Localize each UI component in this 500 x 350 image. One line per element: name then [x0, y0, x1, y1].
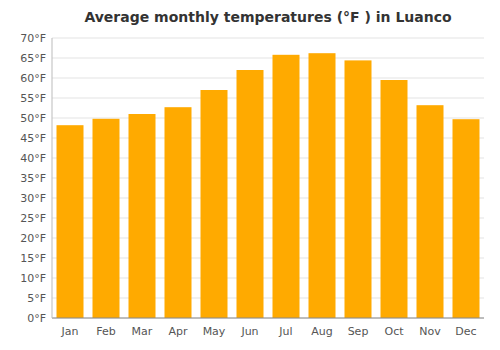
- bar: [381, 80, 408, 318]
- y-tick-label: 65°F: [20, 52, 46, 65]
- grid: [52, 38, 484, 318]
- y-tick-label: 10°F: [20, 272, 46, 285]
- x-tick-label: Aug: [311, 325, 332, 338]
- title: Average monthly temperatures (°F ) in Lu…: [84, 9, 452, 25]
- y-tick-label: 70°F: [20, 32, 46, 45]
- bar: [345, 60, 372, 318]
- x-tick-label: Jul: [278, 325, 292, 338]
- y-axis: 0°F 5°F 10°F 15°F 20°F 25°F 30°F 35°F 40°F 45°F 50…: [20, 32, 46, 325]
- x-tick-label: Jan: [61, 325, 79, 338]
- x-tick-label: Oct: [384, 325, 404, 338]
- y-axis-line: [52, 38, 53, 318]
- grid-line: [52, 98, 484, 99]
- grid-line: [52, 58, 484, 59]
- bar: [57, 125, 84, 318]
- x-tick-label: Jun: [240, 325, 258, 338]
- y-tick-label: 40°F: [20, 152, 46, 165]
- grid-line: [52, 78, 484, 79]
- y-tick-label: 50°F: [20, 112, 46, 125]
- bar: [165, 107, 192, 318]
- y-tick-label: 20°F: [20, 232, 46, 245]
- x-tick-label: Mar: [132, 325, 153, 338]
- bar: [273, 55, 300, 318]
- x-tick-label: Nov: [419, 325, 441, 338]
- x-axis-line: [52, 318, 484, 319]
- y-tick-label: 45°F: [20, 132, 46, 145]
- x-tick-label: May: [203, 325, 226, 338]
- y-tick-label: 15°F: [20, 252, 46, 265]
- x-tick-label: Sep: [348, 325, 369, 338]
- y-tick-label: 60°F: [20, 72, 46, 85]
- bars: [57, 53, 480, 318]
- y-tick-label: 0°F: [27, 312, 46, 325]
- grid-line: [52, 38, 484, 39]
- x-tick-label: Dec: [455, 325, 476, 338]
- grid-line: [52, 318, 484, 319]
- bar: [129, 114, 156, 318]
- y-tick-label: 55°F: [20, 92, 46, 105]
- y-tick-label: 30°F: [20, 192, 46, 205]
- bar: [309, 53, 336, 318]
- bar: [93, 119, 120, 318]
- bar: [201, 90, 228, 318]
- y-tick-label: 5°F: [27, 292, 46, 305]
- y-tick-label: 25°F: [20, 212, 46, 225]
- y-tick-label: 35°F: [20, 172, 46, 185]
- x-tick-label: Apr: [168, 325, 188, 338]
- bar: [237, 70, 264, 318]
- x-tick-label: Feb: [96, 325, 115, 338]
- x-axis: Jan Feb Mar Apr May Jun Jul Aug Sep Oct Nov Dec: [61, 325, 477, 338]
- bar: [417, 105, 444, 318]
- chart: Average monthly temperatures (°F ) in Lu…: [0, 0, 500, 350]
- bar: [453, 119, 480, 318]
